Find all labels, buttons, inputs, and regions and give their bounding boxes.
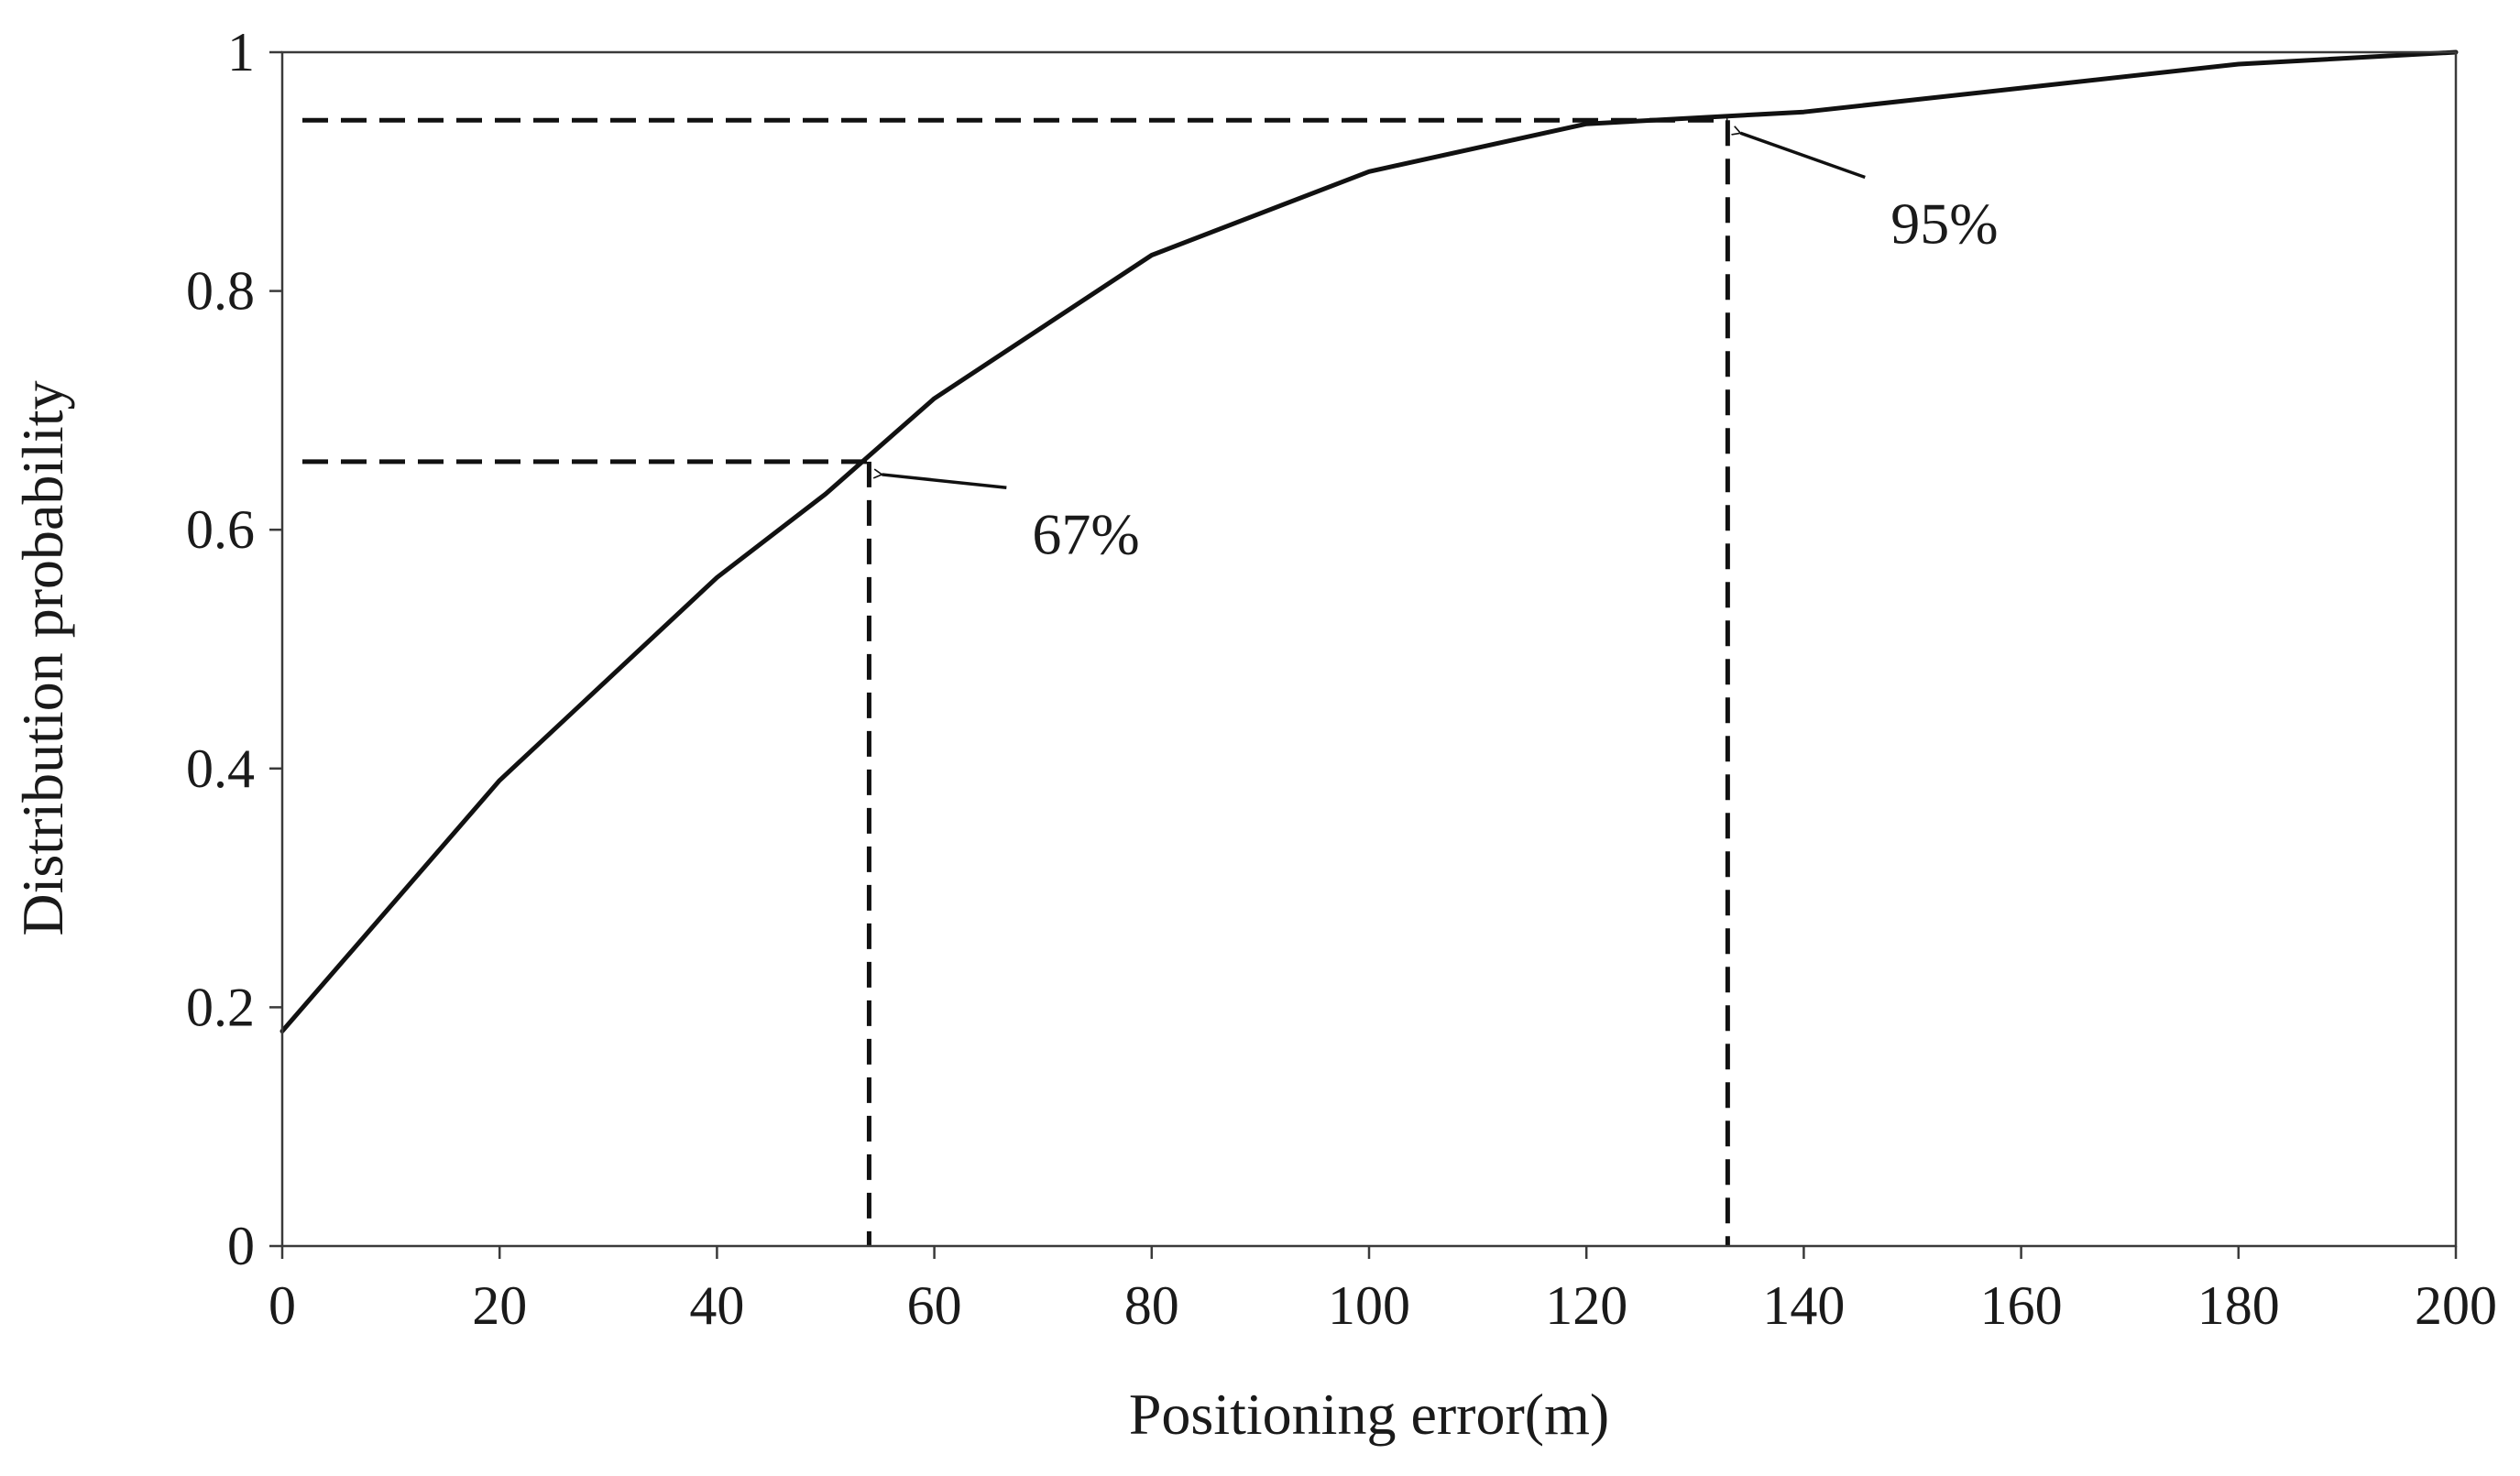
x-tick-label: 0 xyxy=(268,1275,296,1336)
annotation-label: 95% xyxy=(1890,191,1998,256)
y-tick-label: 0.4 xyxy=(186,738,255,799)
annotation-layer: 67% 95% xyxy=(882,133,1999,566)
series-layer xyxy=(279,49,2459,1033)
x-axis-title: Positioning error(m) xyxy=(1129,1382,1609,1447)
y-tick-label: 0.2 xyxy=(186,977,255,1037)
tick-layer: 0 20 40 60 80 100 120 140 160 180 200 0 0.2 0.4 0.6 0.8… xyxy=(186,22,2497,1336)
x-tick-label: 140 xyxy=(1762,1275,1845,1336)
y-axis-title: Distribution probability xyxy=(10,380,75,935)
annotation-arrow xyxy=(882,475,1007,490)
annotation-label: 67% xyxy=(1032,501,1139,566)
x-tick-label: 100 xyxy=(1328,1275,1410,1336)
guide-line-shadows xyxy=(302,120,1737,1246)
x-tick-label: 200 xyxy=(2415,1275,2497,1336)
x-tick-label: 180 xyxy=(2197,1275,2280,1336)
y-tick-label: 0 xyxy=(227,1216,255,1276)
x-tick-label: 120 xyxy=(1545,1275,1627,1336)
annotation-arrow xyxy=(1740,133,1866,180)
x-tick-label: 40 xyxy=(689,1275,744,1336)
plot-frame xyxy=(280,50,2458,1248)
x-tick-label: 60 xyxy=(907,1275,962,1336)
x-tick-label: 20 xyxy=(472,1275,527,1336)
x-tick-label: 80 xyxy=(1124,1275,1179,1336)
y-tick-label: 0.6 xyxy=(186,499,255,560)
plot-area-border xyxy=(280,50,2458,1248)
guide-lines xyxy=(302,117,1730,1246)
series-line xyxy=(279,49,2459,1033)
y-tick-label: 0.8 xyxy=(186,261,255,322)
x-tick-label: 160 xyxy=(1980,1275,2063,1336)
y-tick-label: 1 xyxy=(227,22,255,82)
